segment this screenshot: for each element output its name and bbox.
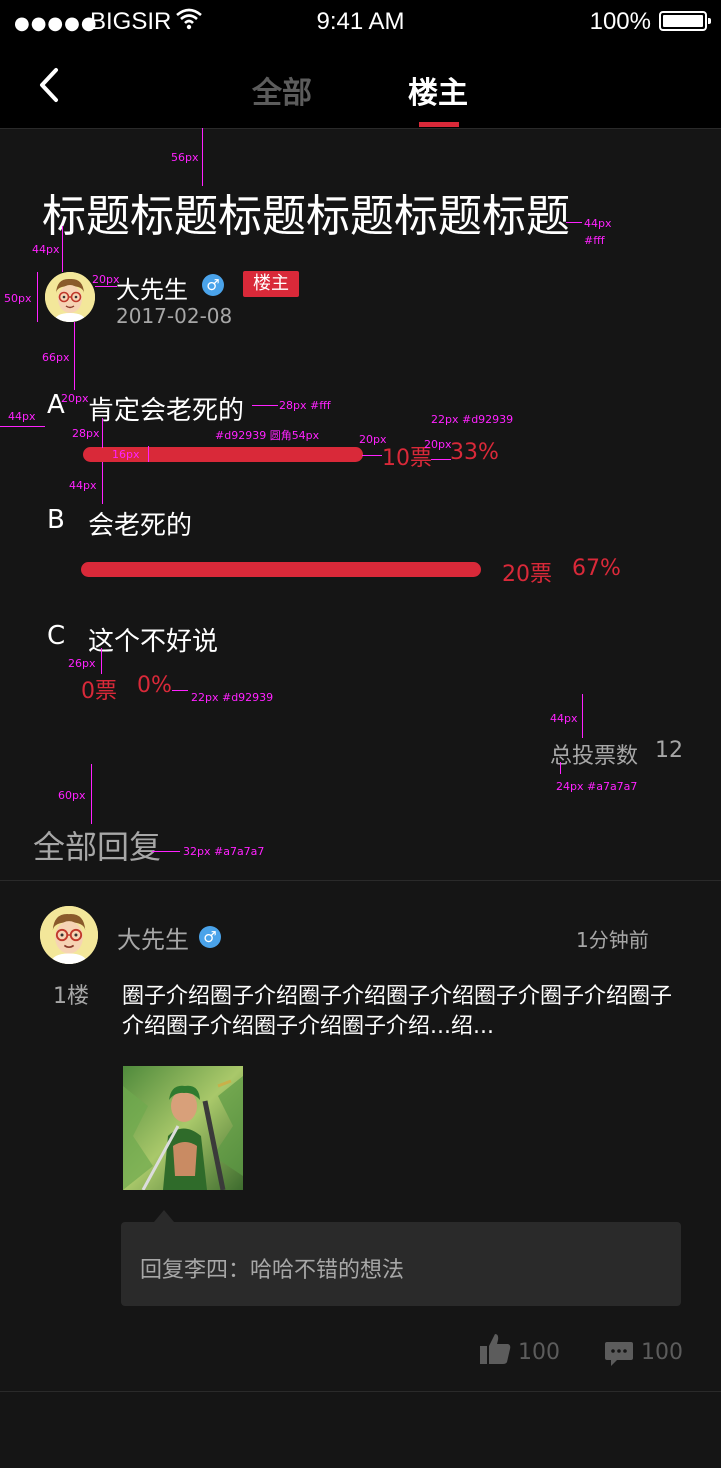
spec-label: 44px <box>8 410 36 423</box>
spec-line <box>582 694 583 738</box>
poll-votes: 20票 <box>502 562 552 587</box>
spec-line <box>202 128 203 186</box>
spec-line <box>102 462 103 504</box>
spec-line <box>431 459 451 460</box>
comment-count: 100 <box>641 1340 683 1365</box>
signal-dots: ●●●●● <box>14 13 98 34</box>
comment-time: 1分钟前 <box>576 928 649 952</box>
thumbs-up-icon[interactable] <box>478 1332 512 1370</box>
battery-percent: 100% <box>589 8 651 35</box>
nav-bar: 全部 楼主 <box>0 44 721 129</box>
divider <box>0 880 721 881</box>
reply-bubble-pointer <box>154 1210 174 1222</box>
spec-label: 60px <box>58 789 86 802</box>
back-chevron-icon[interactable] <box>36 66 66 106</box>
poll-option-text[interactable]: 肯定会老死的 <box>88 396 245 426</box>
poll-percent: 67% <box>572 556 621 581</box>
spec-line <box>152 851 180 852</box>
spec-line <box>0 426 45 427</box>
spec-line <box>560 762 561 774</box>
carrier-label: BIGSIR <box>90 8 172 35</box>
spec-line <box>37 272 38 322</box>
spec-label: 22px #d92939 <box>431 413 514 426</box>
spec-label: 24px #a7a7a7 <box>556 780 638 793</box>
total-votes-label: 总投票数 <box>550 744 639 769</box>
status-bar: ●●●●● BIGSIR 9:41 AM 100% <box>0 0 721 44</box>
all-replies-heading: 全部回复 <box>33 828 162 866</box>
spec-label: 28px <box>72 427 100 440</box>
poll-bar <box>83 447 363 462</box>
male-icon: ♂ <box>202 274 224 296</box>
spec-line <box>101 648 102 674</box>
post-date: 2017-02-08 <box>116 304 233 328</box>
tab-all[interactable]: 全部 <box>252 76 312 111</box>
commenter-name[interactable]: 大先生 <box>117 926 189 954</box>
nested-reply-box[interactable] <box>121 1222 681 1306</box>
comment-text: 圈子介绍圈子介绍圈子介绍圈子介绍圈子介圈子介绍圈子介绍圈子介绍圈子介绍圈子介绍.… <box>122 984 673 1039</box>
spec-line <box>362 455 382 456</box>
spec-label: 32px #a7a7a7 <box>183 845 265 858</box>
spec-line <box>172 690 188 691</box>
spec-label: 20px <box>424 438 452 451</box>
spec-line <box>62 226 63 272</box>
poll-votes: 10票 <box>382 446 432 471</box>
nested-reply-text: 回复李四：哈哈不错的想法 <box>140 1258 405 1283</box>
spec-label: #fff <box>584 234 605 247</box>
spec-label: 44px <box>32 243 60 256</box>
poll-option-letter: B <box>47 505 65 535</box>
spec-line <box>566 222 582 223</box>
spec-label: 28px #fff <box>279 399 331 412</box>
total-votes-count: 12 <box>655 738 683 763</box>
male-icon: ♂ <box>199 926 221 948</box>
poll-percent: 0% <box>137 673 172 698</box>
clock: 9:41 AM <box>316 8 405 35</box>
battery-icon <box>659 11 711 31</box>
spec-label: 44px <box>584 217 612 230</box>
spec-label: #d92939 圆角54px <box>215 429 320 442</box>
spec-label: 16px <box>112 448 140 461</box>
spec-line <box>91 764 92 824</box>
spec-line <box>252 405 278 406</box>
spec-line <box>102 418 103 448</box>
spec-label: 26px <box>68 657 96 670</box>
op-badge: 楼主 <box>243 271 299 297</box>
author-name[interactable]: 大先生 <box>116 276 188 304</box>
poll-percent: 33% <box>450 440 499 465</box>
commenter-avatar[interactable] <box>40 906 98 964</box>
poll-option-letter: C <box>47 621 66 651</box>
spec-line <box>95 286 117 287</box>
author-avatar[interactable] <box>45 272 95 322</box>
spec-label: 44px <box>550 712 578 725</box>
comment-bubble-icon[interactable] <box>604 1340 634 1372</box>
spec-label: 66px <box>42 351 70 364</box>
poll-option-text[interactable]: 会老死的 <box>88 511 193 541</box>
poll-option-letter: A <box>47 390 65 420</box>
spec-label: 50px <box>4 292 32 305</box>
divider <box>0 1391 721 1392</box>
spec-label: 20px <box>61 392 89 405</box>
spec-label: 20px <box>359 433 387 446</box>
spec-label: 22px #d92939 <box>191 691 274 704</box>
post-title: 标题标题标题标题标题标题 <box>42 191 570 242</box>
poll-option-text[interactable]: 这个不好说 <box>88 627 219 657</box>
poll-votes: 0票 <box>81 679 117 704</box>
comment-image[interactable] <box>123 1066 243 1190</box>
active-tab-indicator <box>419 122 459 127</box>
floor-number: 1楼 <box>53 984 89 1009</box>
spec-label: 56px <box>171 151 199 164</box>
spec-line <box>74 322 75 390</box>
wifi-icon <box>176 8 202 34</box>
spec-label: 20px <box>92 273 120 286</box>
poll-bar <box>81 562 481 577</box>
tab-op-only[interactable]: 楼主 <box>408 76 468 111</box>
spec-line <box>148 446 149 462</box>
spec-label: 44px <box>69 479 97 492</box>
like-count: 100 <box>518 1340 560 1365</box>
